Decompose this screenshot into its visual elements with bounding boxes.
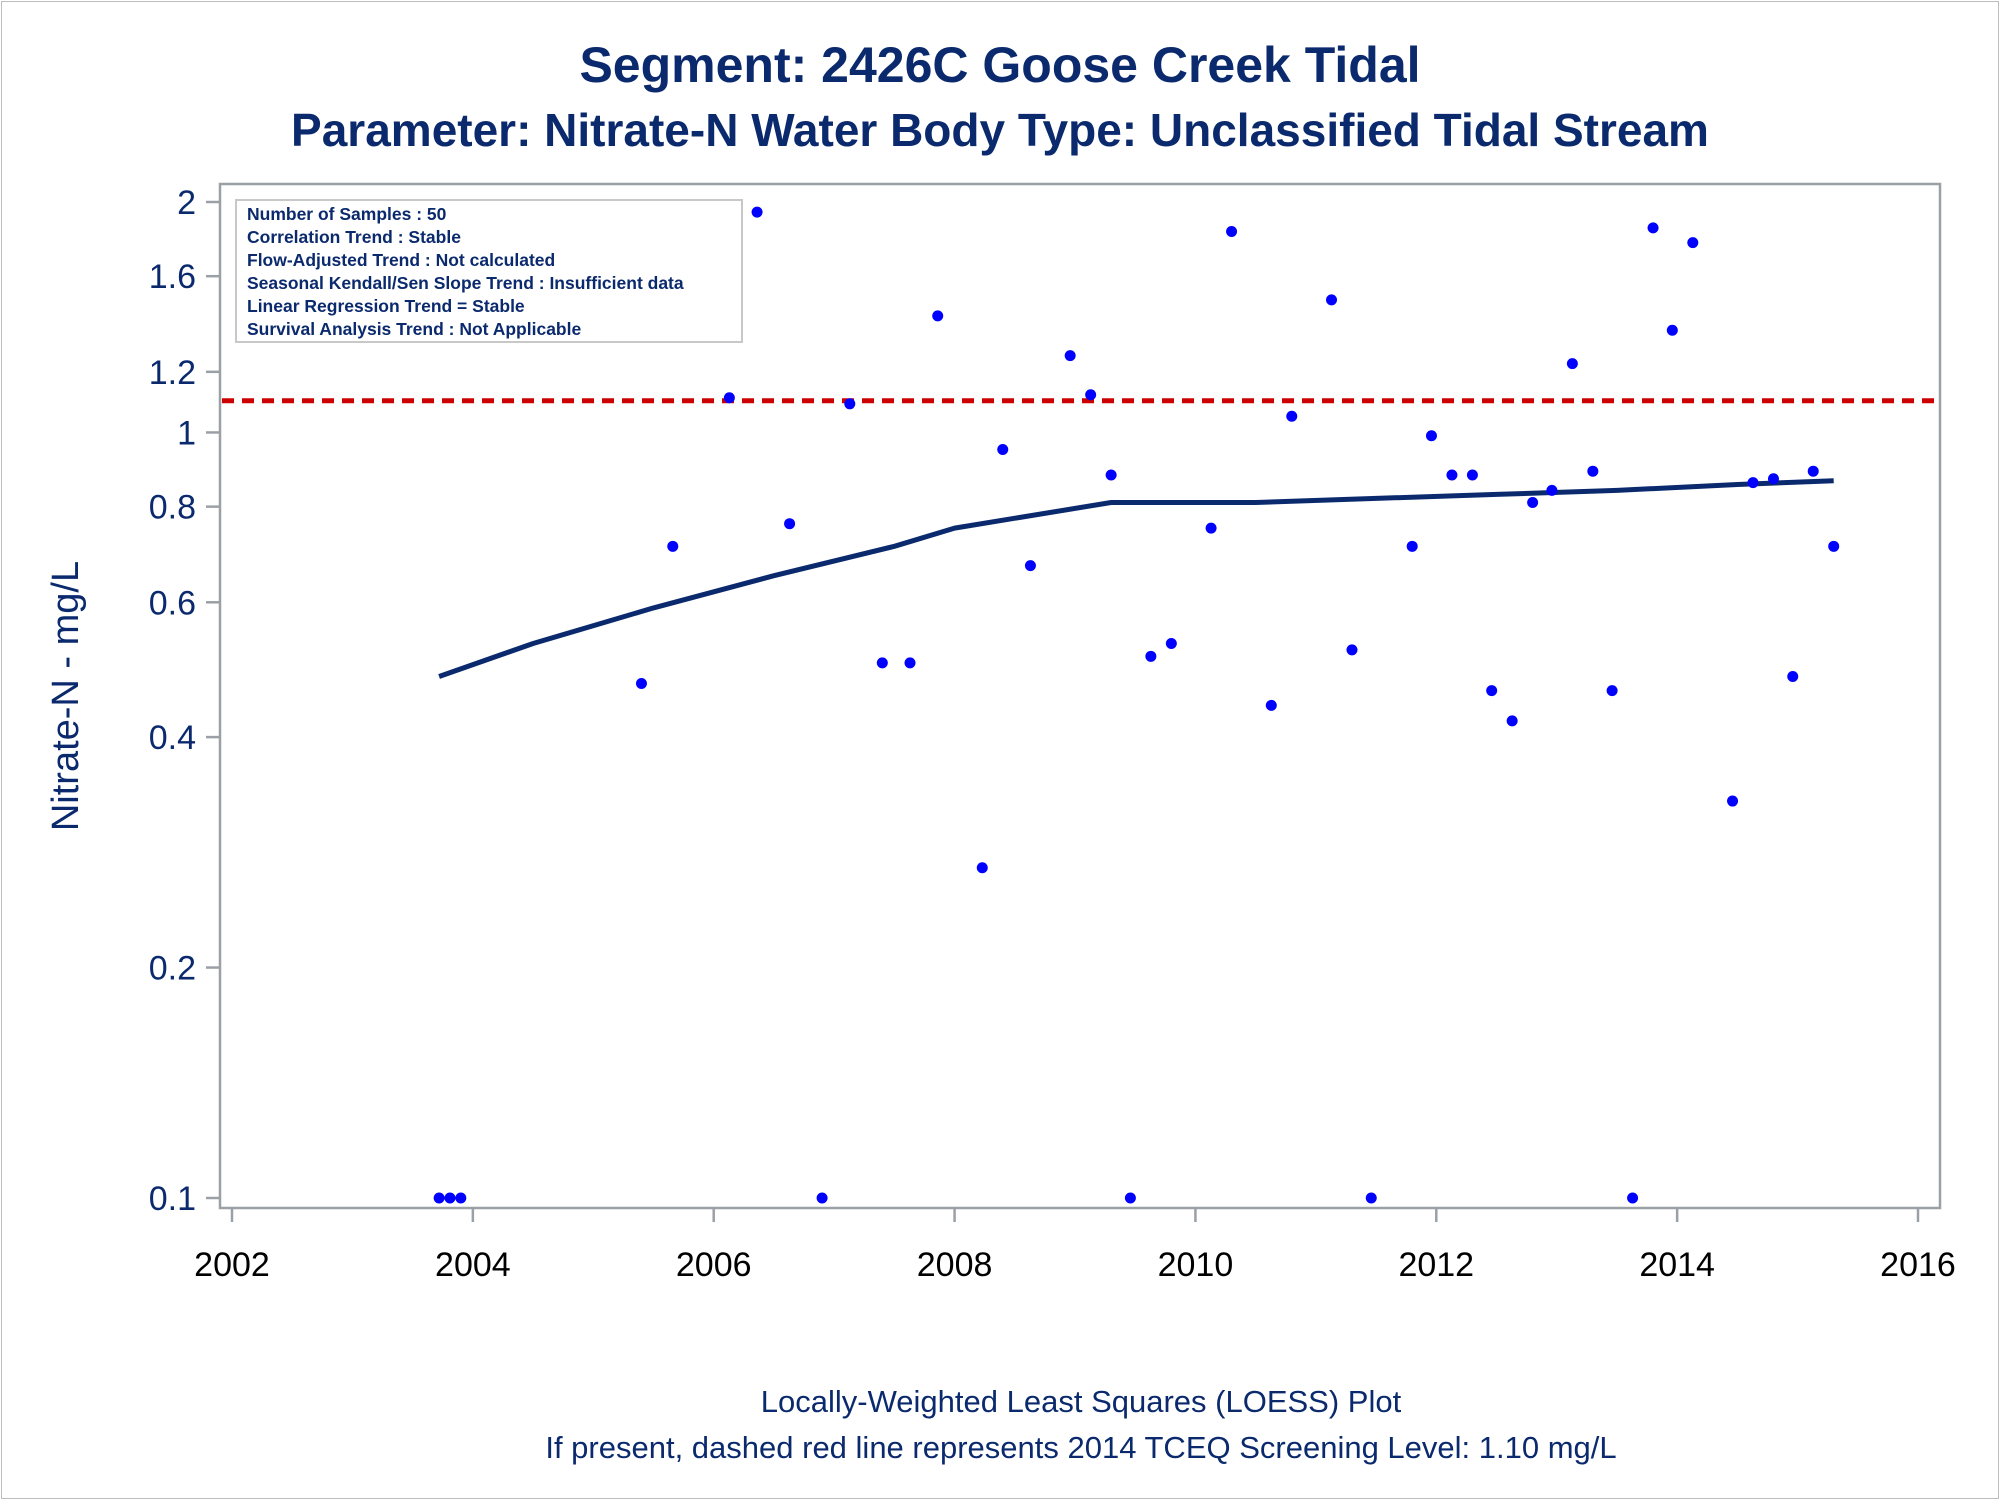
data-point: [1365, 1192, 1377, 1204]
y-tick-label: 0.1: [149, 1180, 196, 1218]
data-point: [1286, 410, 1298, 422]
data-point: [455, 1192, 467, 1204]
x-tick-label: 2008: [917, 1246, 993, 1284]
x-tick-label: 2004: [435, 1246, 511, 1284]
y-tick-label: 0.8: [149, 489, 196, 527]
data-point: [1406, 540, 1418, 552]
data-point: [1587, 465, 1599, 477]
data-point: [1425, 430, 1437, 442]
chart-title: Segment: 2426C Goose Creek Tidal: [579, 37, 1420, 93]
y-tick-label: 1.2: [149, 354, 196, 392]
y-axis: 0.1 0.2 0.4 0.6 0.8 1 1.2 1.6 2: [149, 184, 220, 1218]
data-point: [1747, 477, 1759, 489]
data-point: [1205, 522, 1217, 534]
info-line: Seasonal Kendall/Sen Slope Trend : Insuf…: [247, 273, 684, 293]
data-point: [1807, 465, 1819, 477]
data-point: [1687, 237, 1699, 249]
y-tick-label: 1.6: [149, 258, 196, 296]
x-tick-label: 2012: [1398, 1246, 1474, 1284]
y-tick-label: 0.2: [149, 950, 196, 988]
data-point: [1606, 685, 1618, 697]
info-line: Number of Samples : 50: [247, 204, 447, 224]
info-line: Correlation Trend : Stable: [247, 227, 461, 247]
data-point: [1787, 670, 1799, 682]
y-tick-label: 2: [177, 184, 196, 222]
data-point: [1124, 1192, 1136, 1204]
data-point: [1024, 560, 1036, 572]
plot-area: [218, 182, 1942, 1210]
info-line: Survival Analysis Trend : Not Applicable: [247, 319, 581, 339]
data-point: [1566, 358, 1578, 370]
data-point: [876, 657, 888, 669]
data-point: [433, 1192, 445, 1204]
data-point: [932, 310, 944, 322]
x-tick-label: 2006: [676, 1246, 752, 1284]
y-tick-label: 0.4: [149, 719, 196, 757]
data-point: [1767, 473, 1779, 485]
trend-info-box: Number of Samples : 50 Correlation Trend…: [235, 199, 743, 343]
footnote-screening: If present, dashed red line represents 2…: [545, 1430, 1616, 1465]
footnote-loess: Locally-Weighted Least Squares (LOESS) P…: [761, 1384, 1402, 1419]
data-point: [635, 677, 647, 689]
data-point: [1828, 540, 1840, 552]
x-tick-label: 2010: [1158, 1246, 1234, 1284]
loess-line: [438, 478, 1834, 679]
x-tick-label: 2014: [1639, 1246, 1715, 1284]
data-point: [904, 657, 916, 669]
data-point: [723, 392, 735, 404]
data-point: [1346, 644, 1358, 656]
x-tick-label: 2016: [1880, 1246, 1956, 1284]
data-point: [1506, 715, 1518, 727]
y-axis-label: Nitrate-N - mg/L: [45, 561, 87, 831]
info-line: Flow-Adjusted Trend : Not calculated: [247, 250, 555, 270]
data-point: [1145, 650, 1157, 662]
data-point: [1085, 389, 1097, 401]
data-point: [1446, 469, 1458, 481]
data-point: [1265, 699, 1277, 711]
data-point: [997, 444, 1009, 456]
data-point: [1064, 350, 1076, 362]
data-point: [1326, 294, 1338, 306]
x-axis: 2002 2004 2006 2008 2010 2012 2014 2016: [194, 1208, 1956, 1284]
data-point: [444, 1192, 456, 1204]
data-point: [1226, 226, 1238, 238]
data-point: [1666, 324, 1678, 336]
data-point: [1165, 638, 1177, 650]
data-point: [667, 540, 679, 552]
sample-points: [433, 206, 1840, 1204]
data-point: [1647, 222, 1659, 234]
data-point: [1546, 484, 1558, 496]
data-point: [844, 398, 856, 410]
data-point: [784, 518, 796, 530]
loess-layer: [438, 478, 1834, 679]
chart-subtitle: Parameter: Nitrate-N Water Body Type: Un…: [291, 104, 1709, 156]
info-box-border: [235, 199, 743, 343]
data-point: [1627, 1192, 1639, 1204]
data-point: [1486, 685, 1498, 697]
data-point: [1727, 795, 1739, 807]
data-point: [751, 206, 763, 218]
x-tick-label: 2002: [194, 1246, 270, 1284]
data-point: [1466, 469, 1478, 481]
data-point: [1105, 469, 1117, 481]
y-tick-label: 1: [177, 414, 196, 452]
data-point: [1527, 497, 1539, 509]
y-tick-label: 0.6: [149, 584, 196, 622]
data-point: [976, 862, 988, 874]
data-point: [816, 1192, 828, 1204]
info-line: Linear Regression Trend = Stable: [247, 296, 525, 316]
